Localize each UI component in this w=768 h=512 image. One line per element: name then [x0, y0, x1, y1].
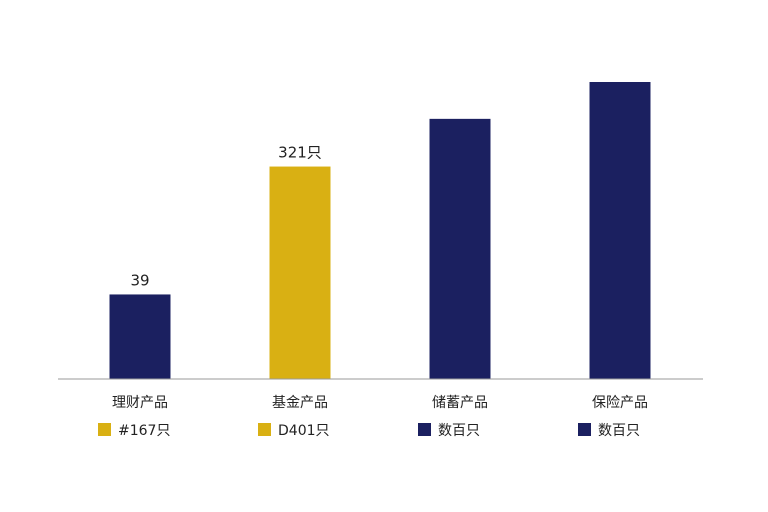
legend-swatch-4: [578, 423, 591, 436]
legend: #167只 D401只 数百只 数百只: [98, 423, 640, 439]
legend-label-3: 数百只: [438, 423, 480, 439]
bar-3: [429, 118, 491, 380]
category-label-4: 保险产品: [592, 395, 648, 411]
legend-item-4: 数百只: [578, 423, 640, 439]
value-labels-group: 39 321只: [130, 144, 321, 290]
category-labels-group: 理财产品 基金产品 储蓄产品 保险产品: [112, 394, 648, 411]
legend-label-4: 数百只: [598, 423, 640, 439]
legend-swatch-3: [418, 423, 431, 436]
legend-item-2: D401只: [258, 423, 330, 439]
category-label-1: 理财产品: [112, 395, 168, 411]
category-label-2: 基金产品: [272, 394, 328, 411]
bar-4: [589, 82, 651, 379]
legend-label-2: D401只: [278, 423, 330, 439]
bars-group: [109, 82, 651, 380]
bar-2: [269, 166, 331, 379]
legend-item-3: 数百只: [418, 423, 480, 439]
value-label-2: 321只: [278, 144, 322, 162]
bar-1: [109, 294, 171, 379]
legend-swatch-1: [98, 423, 111, 436]
legend-label-1: #167只: [118, 423, 170, 439]
category-label-3: 储蓄产品: [432, 395, 488, 411]
legend-item-1: #167只: [98, 423, 170, 439]
value-label-1: 39: [130, 271, 149, 289]
legend-swatch-2: [258, 423, 271, 436]
